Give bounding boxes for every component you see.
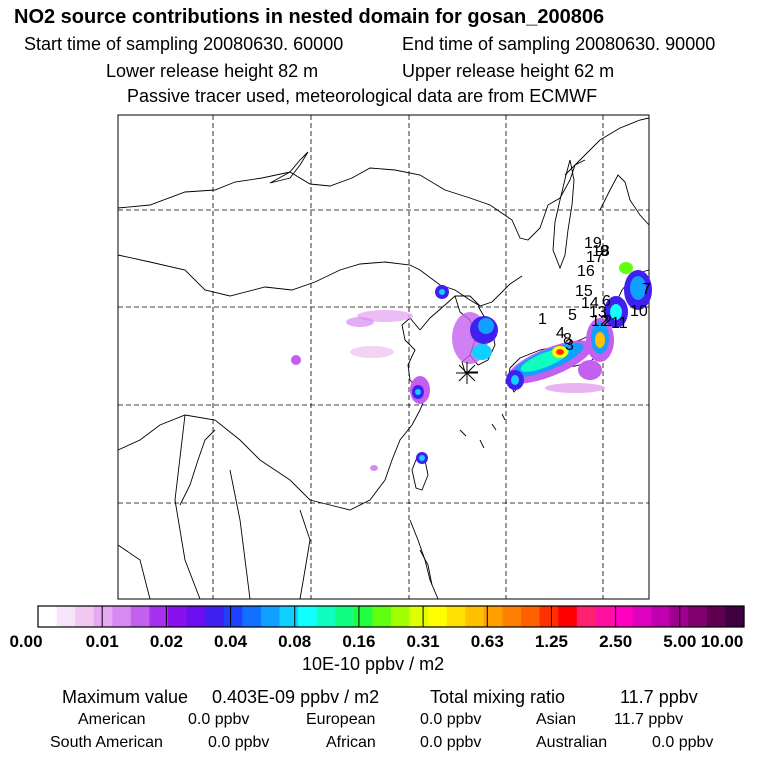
colorbar-swatch xyxy=(353,606,374,627)
colorbar-swatch xyxy=(372,606,392,627)
region-value: 0.0 ppbv xyxy=(420,711,482,728)
concentration-field xyxy=(291,262,652,471)
colorbar-swatch xyxy=(502,606,522,627)
total-mixing-value: 11.7 ppbv xyxy=(620,687,698,707)
source-label: 1 xyxy=(538,311,547,328)
colorbar-swatch xyxy=(93,606,113,627)
colorbar-swatch xyxy=(539,606,559,627)
colorbar-swatch xyxy=(409,606,429,627)
colorbar-tick-label: 0.02 xyxy=(149,632,183,651)
colorbar xyxy=(38,606,745,627)
colorbar-swatch xyxy=(260,606,281,627)
region-value: 0.0 ppbv xyxy=(420,734,482,751)
colorbar-swatch xyxy=(465,606,485,627)
region-name: Australian xyxy=(536,734,608,751)
colorbar-swatch xyxy=(521,606,541,627)
colorbar-swatch xyxy=(38,606,58,627)
colorbar-tick-label: 2.50 xyxy=(599,632,633,651)
source-label: 11 xyxy=(611,315,628,332)
region-value: 0.0 ppbv xyxy=(208,734,270,751)
colorbar-swatch xyxy=(112,606,132,627)
colorbar-swatch xyxy=(75,606,95,627)
colorbar-tick-label: 1.25 xyxy=(534,632,568,651)
colorbar-unit: 10E-10 ppbv / m2 xyxy=(302,654,445,674)
colorbar-swatch xyxy=(632,606,652,627)
colorbar-swatch xyxy=(651,606,671,627)
source-label: 7 xyxy=(642,281,651,298)
source-label: 17 xyxy=(586,249,604,266)
region-value: 11.7 ppbv xyxy=(614,711,684,728)
max-value: 0.403E-09 ppbv / m2 xyxy=(212,687,380,707)
max-value-label: Maximum value xyxy=(62,687,189,707)
source-label: 19 xyxy=(584,235,602,252)
colorbar-tick-label: 0.31 xyxy=(406,632,440,651)
source-label: 4 xyxy=(556,325,565,342)
colorbar-swatch xyxy=(130,606,151,627)
source-label: 15 xyxy=(575,283,593,300)
colorbar-tick-label: 0.04 xyxy=(213,632,248,651)
colorbar-swatch xyxy=(446,606,466,627)
source-label: 14 xyxy=(581,295,599,312)
coastlines xyxy=(117,117,650,600)
region-value: 0.0 ppbv xyxy=(652,734,714,751)
source-label: 6 xyxy=(602,293,611,310)
colorbar-swatch xyxy=(669,606,689,627)
colorbar-swatch xyxy=(576,606,596,627)
colorbar-tick-label: 10.00 xyxy=(700,632,744,651)
colorbar-swatch xyxy=(688,606,708,627)
region-name: Asian xyxy=(536,711,577,728)
total-mixing-label: Total mixing ratio xyxy=(430,687,566,707)
colorbar-tick-label: 0.63 xyxy=(470,632,504,651)
colorbar-swatch xyxy=(205,606,225,627)
source-label: 16 xyxy=(577,263,595,280)
colorbar-swatch xyxy=(613,606,634,627)
source-label: 13 xyxy=(589,304,607,321)
region-value: 0.0 ppbv xyxy=(188,711,250,728)
start-time: Start time of sampling 20080630. 60000 xyxy=(24,34,344,54)
region-name: American xyxy=(78,711,146,728)
colorbar-swatch xyxy=(335,606,355,627)
source-label: 10 xyxy=(630,303,648,320)
lat-lon-grid xyxy=(118,115,649,599)
colorbar-swatch xyxy=(56,606,76,627)
source-label: 12 xyxy=(591,313,609,330)
upper-release-height: Upper release height 62 m xyxy=(402,61,615,81)
colorbar-swatch xyxy=(298,606,318,627)
region-name: European xyxy=(306,711,376,728)
colorbar-swatch xyxy=(391,606,411,627)
colorbar-tick-label: 5.00 xyxy=(663,632,697,651)
source-label: 9 xyxy=(600,243,609,260)
colorbar-swatch xyxy=(186,606,206,627)
colorbar-swatch xyxy=(279,606,299,627)
lower-release-height: Lower release height 82 m xyxy=(106,61,319,81)
colorbar-outline xyxy=(37,605,745,628)
source-label: 3 xyxy=(565,337,574,354)
source-label: 5 xyxy=(568,307,577,324)
source-label: 2 xyxy=(603,313,612,330)
source-label: 8 xyxy=(563,331,572,348)
region-name: South American xyxy=(50,734,163,751)
colorbar-swatch xyxy=(149,606,169,627)
colorbar-tick-label: 0.01 xyxy=(85,632,119,651)
colorbar-swatch xyxy=(483,606,504,627)
colorbar-swatch xyxy=(223,606,243,627)
colorbar-tick-label: 0.16 xyxy=(342,632,376,651)
colorbar-swatch xyxy=(428,606,448,627)
colorbar-swatch xyxy=(168,606,188,627)
tracer-note: Passive tracer used, meteorological data… xyxy=(127,86,598,106)
colorbar-swatch xyxy=(725,606,745,627)
map-title: NO2 source contributions in nested domai… xyxy=(14,6,605,28)
colorbar-swatch xyxy=(595,606,615,627)
source-label: 18 xyxy=(592,243,610,260)
colorbar-tick-label: 0.00 xyxy=(9,632,43,651)
colorbar-tick-label: 0.08 xyxy=(278,632,312,651)
colorbar-swatch xyxy=(558,606,578,627)
end-time: End time of sampling 20080630. 90000 xyxy=(402,34,716,54)
region-name: African xyxy=(326,734,376,751)
colorbar-swatch xyxy=(706,606,727,627)
receptor-asterisk xyxy=(456,362,478,384)
colorbar-swatch xyxy=(316,606,336,627)
colorbar-swatch xyxy=(242,606,262,627)
